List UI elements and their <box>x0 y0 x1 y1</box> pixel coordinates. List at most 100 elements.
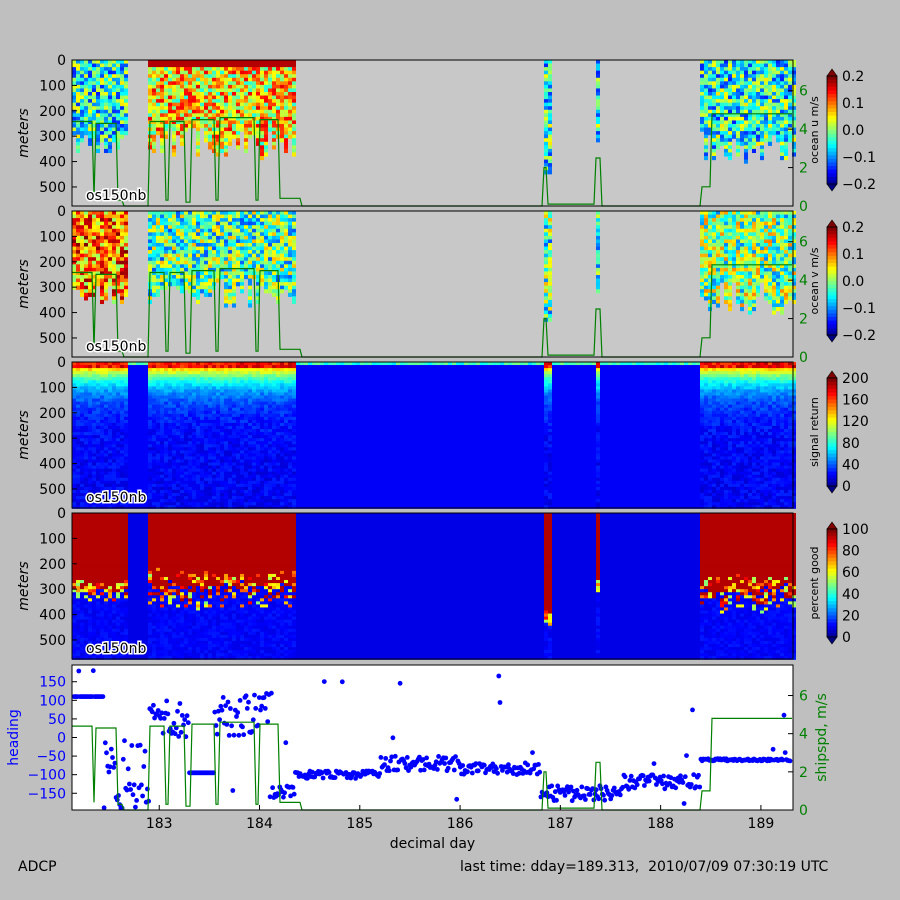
velocity-cell <box>744 120 748 124</box>
velocity-cell <box>160 106 164 110</box>
velocity-cell <box>208 88 212 92</box>
velocity-cell <box>212 99 216 103</box>
velocity-cell <box>196 229 200 233</box>
velocity-cell <box>236 243 240 247</box>
velocity-cell <box>224 225 228 229</box>
velocity-cell <box>88 106 92 110</box>
velocity-cell <box>736 67 740 71</box>
velocity-cell <box>252 67 256 71</box>
velocity-cell <box>112 128 116 132</box>
velocity-cell <box>112 88 116 92</box>
velocity-cell <box>168 60 172 64</box>
velocity-cell <box>240 85 244 89</box>
velocity-cell <box>152 236 156 240</box>
velocity-cell <box>76 60 80 64</box>
velocity-cell <box>292 293 296 297</box>
velocity-cell <box>92 85 96 89</box>
velocity-cell <box>236 64 240 68</box>
velocity-cell <box>160 103 164 107</box>
velocity-cell <box>180 275 184 279</box>
colorbar-segment <box>827 259 837 263</box>
velocity-cell <box>280 117 284 121</box>
velocity-cell <box>180 110 184 114</box>
colorbar-extend-top <box>827 69 837 76</box>
colorbar-segment <box>827 134 837 138</box>
velocity-cell <box>112 211 116 215</box>
velocity-cell <box>228 92 232 96</box>
velocity-cell <box>272 236 276 240</box>
velocity-cell <box>544 293 548 297</box>
velocity-cell <box>196 131 200 135</box>
velocity-cell <box>160 254 164 258</box>
velocity-cell <box>264 261 268 265</box>
velocity-cell <box>176 88 180 92</box>
velocity-cell <box>548 131 552 135</box>
velocity-cell <box>720 124 724 128</box>
velocity-cell <box>76 225 80 229</box>
velocity-cell <box>112 71 116 75</box>
velocity-cell <box>712 81 716 85</box>
velocity-cell <box>100 85 104 89</box>
velocity-cell <box>288 106 292 110</box>
velocity-cell <box>788 81 792 85</box>
velocity-cell <box>288 211 292 215</box>
velocity-cell <box>192 261 196 265</box>
colorbar-tick-label: 0.1 <box>842 96 864 112</box>
velocity-cell <box>256 254 260 258</box>
velocity-cell <box>100 296 104 300</box>
velocity-cell <box>724 152 728 156</box>
velocity-cell <box>280 71 284 75</box>
velocity-cell <box>284 117 288 121</box>
velocity-cell <box>716 239 720 243</box>
velocity-cell <box>784 138 788 142</box>
velocity-cell <box>776 222 780 226</box>
velocity-cell <box>244 96 248 100</box>
velocity-cell <box>544 225 548 229</box>
velocity-cell <box>772 222 776 226</box>
velocity-cell <box>216 60 220 64</box>
velocity-cell <box>168 74 172 78</box>
velocity-cell <box>232 131 236 135</box>
velocity-cell <box>196 85 200 89</box>
velocity-cell <box>288 236 292 240</box>
velocity-cell <box>704 271 708 275</box>
velocity-cell <box>264 142 268 146</box>
velocity-cell <box>220 71 224 75</box>
velocity-cell <box>204 218 208 222</box>
velocity-cell <box>704 149 708 153</box>
velocity-cell <box>220 99 224 103</box>
velocity-cell <box>704 78 708 82</box>
velocity-cell <box>704 99 708 103</box>
velocity-cell <box>784 250 788 254</box>
velocity-cell <box>200 257 204 261</box>
velocity-cell <box>252 64 256 68</box>
velocity-cell <box>260 71 264 75</box>
velocity-cell <box>220 236 224 240</box>
velocity-cell <box>292 110 296 114</box>
velocity-cell <box>272 110 276 114</box>
velocity-cell <box>112 257 116 261</box>
velocity-cell <box>752 271 756 275</box>
velocity-cell <box>232 296 236 300</box>
velocity-cell <box>164 71 168 75</box>
velocity-cell <box>768 117 772 121</box>
velocity-cell <box>788 247 792 251</box>
velocity-cell <box>216 211 220 215</box>
velocity-cell <box>84 96 88 100</box>
velocity-cell <box>180 222 184 226</box>
velocity-cell <box>548 152 552 156</box>
velocity-cell <box>716 99 720 103</box>
velocity-cell <box>712 222 716 226</box>
velocity-cell <box>164 257 168 261</box>
velocity-cell <box>596 106 600 110</box>
velocity-cell <box>760 128 764 132</box>
velocity-cell <box>728 271 732 275</box>
velocity-cell <box>260 236 264 240</box>
velocity-cell <box>708 254 712 258</box>
velocity-cell <box>216 67 220 71</box>
velocity-cell <box>80 257 84 261</box>
velocity-cell <box>104 282 108 286</box>
velocity-cell <box>720 218 724 222</box>
velocity-cell <box>252 110 256 114</box>
velocity-cell <box>720 60 724 64</box>
